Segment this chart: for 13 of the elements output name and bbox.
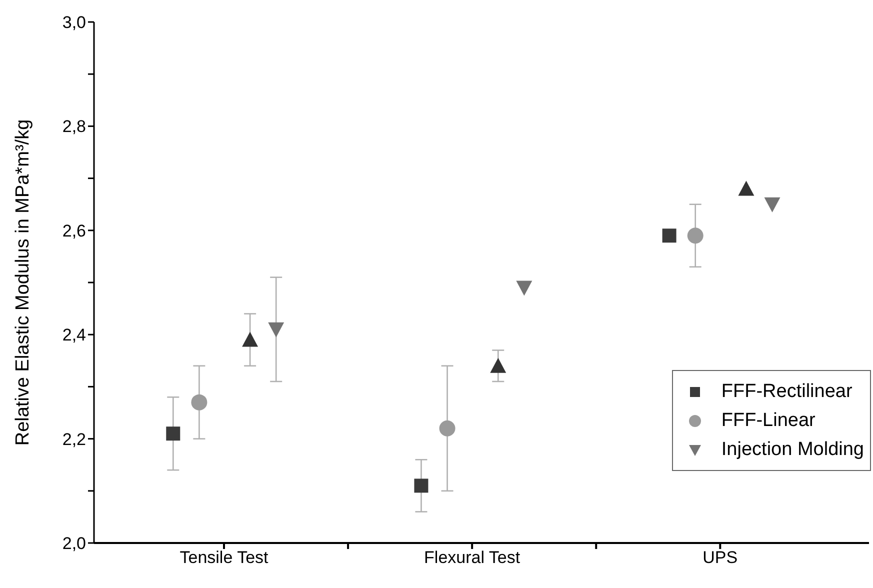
y-tick-label: 2,2 [62, 430, 86, 449]
y-tick-label: 3,0 [62, 13, 86, 32]
y-tick-label: 2,0 [62, 534, 86, 554]
y-axis-title: Relative Elastic Modulus in MPa*m³/kg [12, 119, 34, 446]
legend-label: FFF-Linear [721, 409, 816, 433]
x-tick-label: UPS [702, 548, 738, 568]
x-tick-label: Flexural Test [424, 548, 520, 568]
x-tick-label: Tensile Test [180, 548, 269, 568]
y-tick-label: 2,8 [62, 117, 86, 136]
legend-label: Injection Molding [721, 438, 864, 462]
y-tick-label: 2,6 [62, 221, 86, 240]
legend-label: FFF-Rectilinear [721, 380, 852, 404]
y-tick-label: 2,4 [62, 326, 86, 345]
